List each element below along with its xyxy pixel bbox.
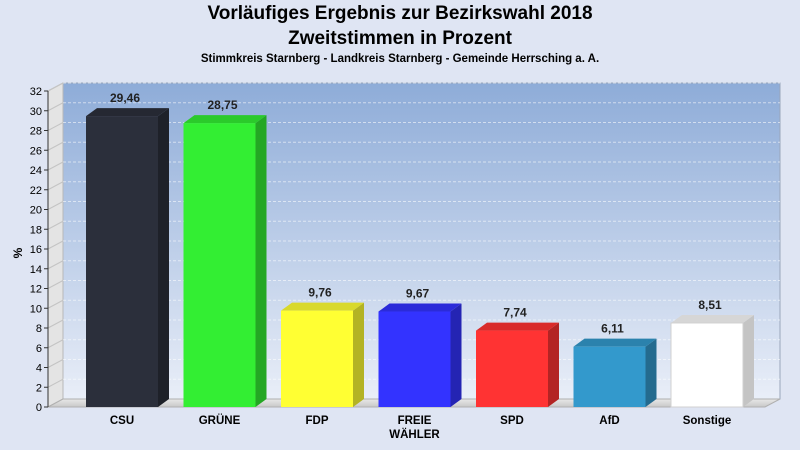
gridline-side (47, 299, 64, 309)
bar-spd (476, 322, 559, 407)
data-label: 9,76 (308, 286, 332, 300)
y-tick-label: 26 (30, 145, 42, 157)
gridline-side (47, 161, 64, 171)
x-tick-label: CSU (110, 415, 134, 427)
y-axis-label: % (11, 247, 25, 258)
gridline-side (47, 359, 64, 368)
bar-front (670, 322, 744, 408)
bar-top (281, 302, 364, 311)
bar-side (743, 314, 754, 407)
gridline-side (47, 319, 64, 329)
gridline-side (47, 260, 64, 270)
bar-side (255, 115, 267, 407)
y-tick-label: 14 (30, 264, 42, 276)
bar-top (573, 338, 657, 347)
x-tick-label: FREIE WÄHLER (389, 415, 440, 441)
y-tick-label: 16 (30, 244, 42, 256)
bar-side (645, 338, 657, 407)
gridline-side (47, 339, 64, 349)
gridline-side (47, 280, 64, 289)
gridline-side (47, 220, 64, 230)
y-tick-label: 8 (36, 323, 42, 335)
y-tick-label: 22 (30, 185, 42, 197)
bar-side (158, 108, 169, 408)
y-tick-label: 32 (30, 86, 42, 98)
gridline-side (47, 201, 64, 210)
data-label: 28,75 (207, 98, 237, 112)
x-tick-label: Sonstige (683, 415, 732, 427)
gridline-side (47, 141, 64, 151)
bar-top (86, 108, 169, 117)
data-label: 8,51 (698, 298, 722, 312)
gridline-side (47, 240, 64, 250)
bar-top (671, 314, 754, 323)
gridline-side (47, 82, 64, 92)
y-tick-label: 10 (30, 303, 42, 315)
bar-freie-wähler (378, 303, 462, 407)
x-tick-label: GRÜNE (199, 414, 241, 427)
y-tick-label: 12 (30, 284, 42, 296)
bar-csu (86, 108, 169, 408)
gridline-side (47, 102, 64, 112)
y-tick-label: 20 (30, 205, 42, 217)
x-tick-label: FDP (306, 415, 329, 427)
bar-top (476, 322, 559, 331)
chart-title-line2: Zweitstimmen in Prozent (288, 28, 512, 49)
x-tick-label: AfD (599, 415, 619, 427)
bar-fdp (281, 302, 364, 407)
bar-front (86, 116, 158, 408)
bar-grüne (183, 115, 267, 407)
bar-top (183, 115, 267, 124)
data-label: 6,11 (601, 322, 624, 336)
bar-top (378, 303, 462, 312)
bar-side (450, 303, 462, 407)
data-label: 7,74 (503, 306, 527, 320)
bar-front (573, 346, 646, 407)
chart-title-line1: Vorläufiges Ergebnis zur Bezirkswahl 201… (207, 3, 593, 24)
bar-front (378, 311, 451, 407)
y-tick-label: 0 (36, 402, 42, 414)
bar-front (183, 123, 256, 407)
y-tick-label: 24 (30, 165, 42, 177)
y-tick-label: 6 (36, 343, 42, 355)
bar-side (548, 322, 559, 407)
bar-front (281, 310, 353, 407)
gridline-side (47, 378, 64, 388)
y-tick-label: 28 (30, 126, 42, 138)
gridline-side (47, 181, 64, 191)
bar-sonstige (670, 314, 754, 408)
bar-front (476, 330, 548, 407)
data-label: 9,67 (406, 287, 430, 301)
y-tick-label: 18 (30, 224, 42, 236)
data-label: 29,46 (110, 91, 140, 105)
gridline-side (47, 122, 64, 131)
y-tick-label: 2 (36, 382, 42, 394)
chart-subtitle: Stimmkreis Starnberg - Landkreis Starnbe… (200, 53, 600, 65)
y-tick-label: 4 (36, 363, 42, 375)
bar-afd (573, 338, 657, 407)
x-tick-label: SPD (500, 415, 524, 427)
bar-side (353, 302, 364, 407)
y-tick-label: 30 (30, 106, 42, 118)
